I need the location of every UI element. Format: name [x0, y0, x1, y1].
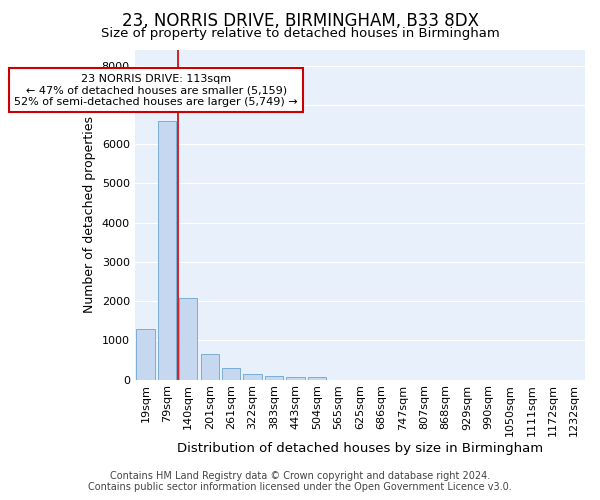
Y-axis label: Number of detached properties: Number of detached properties: [83, 116, 96, 314]
Bar: [308, 377, 326, 380]
Text: Contains HM Land Registry data © Crown copyright and database right 2024.
Contai: Contains HM Land Registry data © Crown c…: [88, 471, 512, 492]
Bar: [222, 368, 240, 380]
Bar: [158, 120, 176, 380]
Text: Size of property relative to detached houses in Birmingham: Size of property relative to detached ho…: [101, 28, 499, 40]
Bar: [286, 377, 305, 380]
Bar: [200, 354, 219, 380]
Bar: [136, 328, 155, 380]
Bar: [179, 298, 197, 380]
Text: 23 NORRIS DRIVE: 113sqm
← 47% of detached houses are smaller (5,159)
52% of semi: 23 NORRIS DRIVE: 113sqm ← 47% of detache…: [14, 74, 298, 106]
Bar: [244, 374, 262, 380]
X-axis label: Distribution of detached houses by size in Birmingham: Distribution of detached houses by size …: [177, 442, 543, 455]
Text: 23, NORRIS DRIVE, BIRMINGHAM, B33 8DX: 23, NORRIS DRIVE, BIRMINGHAM, B33 8DX: [121, 12, 479, 30]
Bar: [265, 376, 283, 380]
